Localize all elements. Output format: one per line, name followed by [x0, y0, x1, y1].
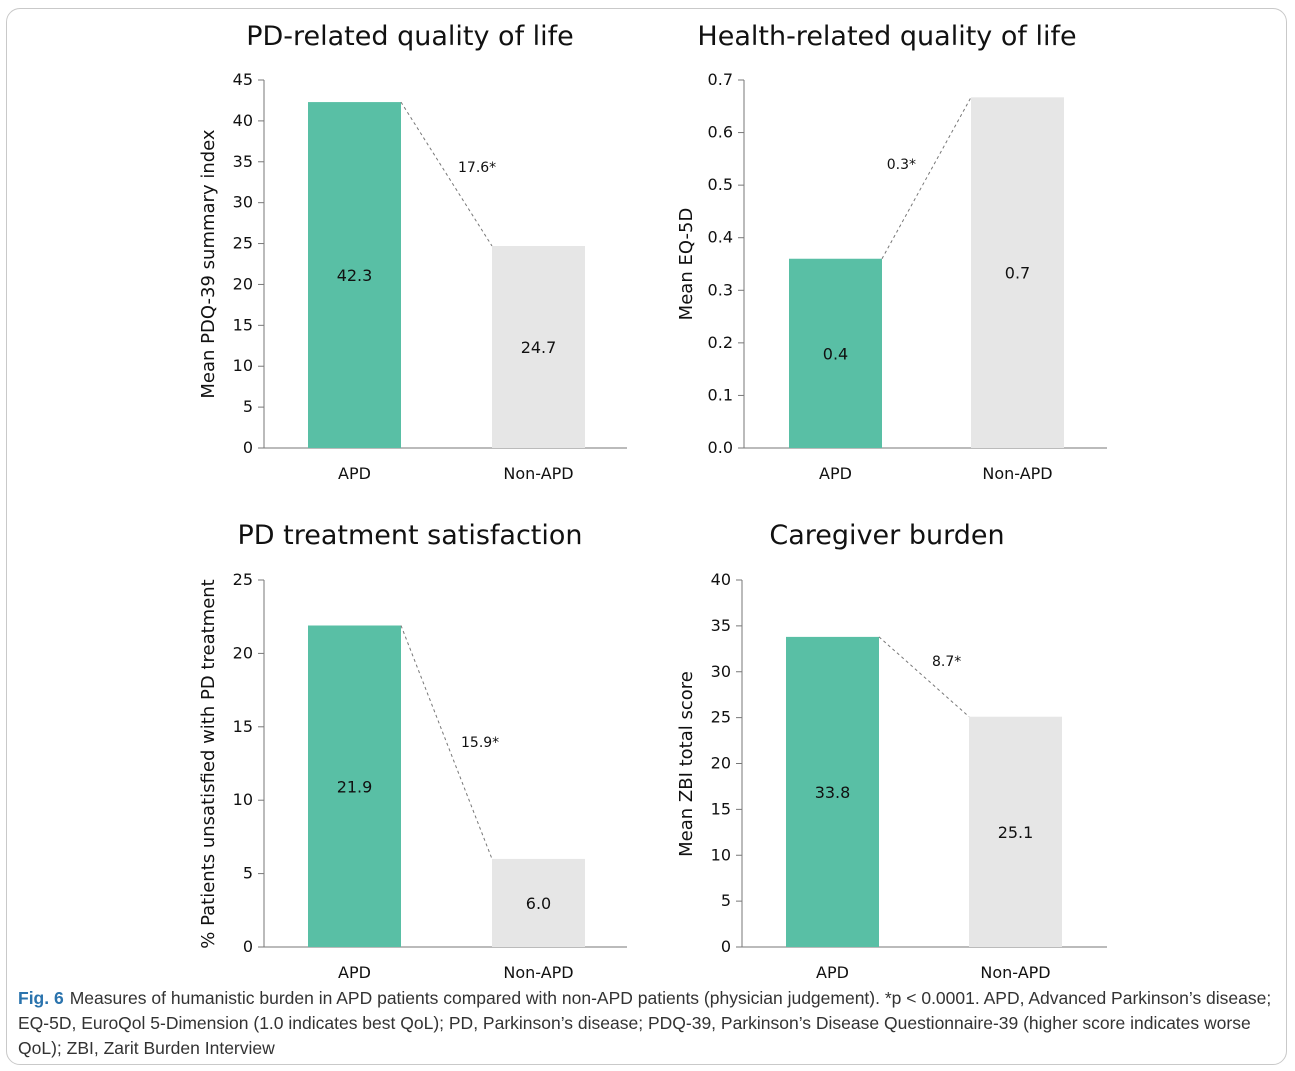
difference-label: 17.6*	[458, 160, 496, 176]
chart-title: Caregiver burden	[769, 520, 1004, 551]
y-tick-label: 15	[233, 315, 253, 334]
bar-non-apd	[969, 716, 1062, 947]
y-tick-label: 45	[233, 70, 253, 89]
y-tick-label: 0.0	[708, 438, 733, 457]
caption-label: Fig. 6	[18, 988, 64, 1008]
bar-apd	[786, 636, 879, 947]
y-tick-label: 25	[233, 234, 253, 253]
chart-title: Health-related quality of life	[697, 21, 1076, 52]
y-tick-label: 0.7	[708, 70, 733, 89]
y-tick-label: 0.6	[708, 123, 733, 142]
y-tick-label: 25	[233, 570, 253, 589]
y-tick-label: 0.3	[708, 280, 733, 299]
bar-non-apd	[492, 858, 585, 947]
chart-panel-3: PD treatment satisfaction % Patients unsa…	[198, 520, 627, 980]
x-category-label: APD	[816, 963, 849, 980]
y-tick-label: 0.1	[708, 385, 733, 404]
chart-title: PD treatment satisfaction	[237, 520, 582, 551]
y-tick-label: 20	[711, 754, 731, 773]
bar-non-apd	[492, 246, 585, 448]
y-tick-label: 25	[711, 708, 731, 727]
difference-connector	[400, 101, 493, 247]
y-tick-label: 35	[233, 152, 253, 171]
difference-label: 0.3*	[887, 157, 916, 173]
y-axis-label: Mean ZBI total score	[676, 671, 697, 857]
figure-frame	[6, 8, 1287, 1065]
y-tick-label: 5	[721, 891, 731, 910]
bar-value-label: 6.0	[526, 894, 551, 913]
bar-apd	[789, 258, 882, 448]
y-axis-label: % Patients unsatisfied with PD treatment	[198, 579, 219, 948]
y-tick-label: 15	[233, 717, 253, 736]
figure-charts: PD-related quality of life Mean PDQ-39 su…	[198, 21, 1107, 980]
chart-panel-1: PD-related quality of life Mean PDQ-39 su…	[198, 21, 627, 483]
y-tick-label: 40	[233, 111, 253, 130]
caption-text: Measures of humanistic burden in APD pat…	[18, 988, 1272, 1058]
chart-title: PD-related quality of life	[246, 21, 574, 52]
x-category-label: Non-APD	[982, 464, 1052, 483]
y-tick-label: 5	[243, 397, 253, 416]
bar-value-label: 21.9	[337, 777, 373, 796]
x-category-label: APD	[338, 464, 371, 483]
y-tick-label: 10	[711, 845, 731, 864]
difference-label: 8.7*	[932, 654, 961, 670]
y-tick-label: 0	[243, 937, 253, 956]
bar-value-label: 42.3	[337, 266, 373, 285]
bar-value-label: 33.8	[815, 783, 851, 802]
x-category-label: Non-APD	[980, 963, 1050, 980]
x-category-label: Non-APD	[503, 464, 573, 483]
y-tick-label: 35	[711, 616, 731, 635]
bar-apd	[308, 102, 401, 448]
y-tick-label: 10	[233, 790, 253, 809]
bar-non-apd	[971, 97, 1064, 448]
y-tick-label: 0.5	[708, 175, 733, 194]
x-category-label: Non-APD	[503, 963, 573, 980]
y-tick-label: 10	[233, 356, 253, 375]
y-tick-label: 0.2	[708, 333, 733, 352]
bar-value-label: 0.7	[1005, 264, 1030, 283]
y-axis-label: Mean EQ-5D	[676, 208, 697, 321]
bar-apd	[308, 625, 401, 947]
x-category-label: APD	[338, 963, 371, 980]
y-tick-label: 0.4	[708, 228, 733, 247]
chart-panel-4: Caregiver burden Mean ZBI total score 0 5 10…	[676, 520, 1107, 980]
chart-panel-2: Health-related quality of life Mean EQ-5D…	[676, 21, 1107, 483]
y-tick-label: 0	[243, 438, 253, 457]
y-tick-label: 20	[233, 274, 253, 293]
y-tick-label: 40	[711, 570, 731, 589]
difference-connector	[878, 636, 970, 718]
difference-label: 15.9*	[461, 735, 499, 751]
bar-value-label: 24.7	[521, 338, 557, 357]
bar-value-label: 0.4	[823, 344, 848, 363]
y-tick-label: 30	[711, 662, 731, 681]
y-tick-label: 5	[243, 864, 253, 883]
x-category-label: APD	[819, 464, 852, 483]
difference-connector	[881, 97, 972, 259]
figure-caption: Fig. 6 Measures of humanistic burden in A…	[18, 986, 1280, 1061]
y-axis-label: Mean PDQ-39 summary index	[198, 129, 219, 399]
y-tick-label: 30	[233, 193, 253, 212]
y-tick-label: 15	[711, 799, 731, 818]
bar-value-label: 25.1	[998, 823, 1034, 842]
y-tick-label: 0	[721, 937, 731, 956]
y-tick-label: 20	[233, 643, 253, 662]
